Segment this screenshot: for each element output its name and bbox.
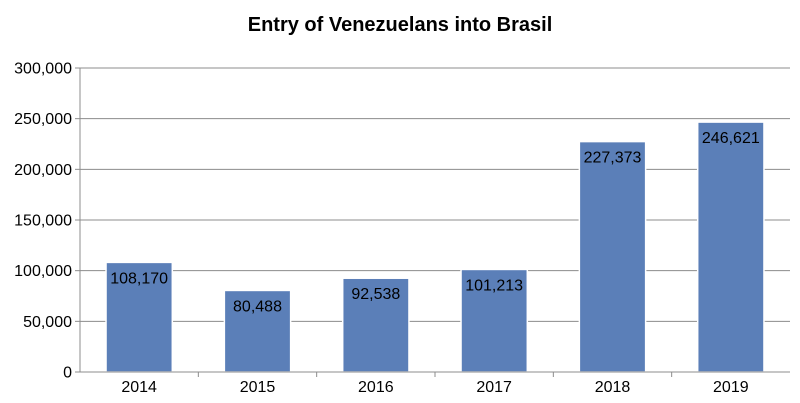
data-label-2016: 92,538 [351, 286, 400, 303]
data-label-2017: 101,213 [465, 277, 523, 294]
x-tick-label-2014: 2014 [121, 379, 157, 396]
bar-2017 [460, 268, 529, 373]
data-label-2014: 108,170 [110, 270, 168, 287]
x-tick-label-2018: 2018 [595, 379, 631, 396]
label-layer: 108,170 80,488 92,538 101,213 227,373 246,621 [110, 130, 760, 315]
axis-layer: 0 50,000 100,000 150,000 200,000 250,000 300,0… [14, 61, 790, 396]
x-tick-label-2015: 2015 [240, 379, 276, 396]
y-tick-label-4: 200,000 [14, 162, 72, 179]
y-tick-label-2: 100,000 [14, 263, 72, 280]
chart-title: Entry of Venezuelans into Brasil [247, 14, 553, 36]
bar-2018 [578, 140, 647, 373]
bar-2019 [696, 121, 765, 373]
data-label-2018: 227,373 [584, 150, 642, 167]
x-tick-label-2016: 2016 [358, 379, 394, 396]
y-tick-label-5: 250,000 [14, 111, 72, 128]
x-tick-label-2019: 2019 [713, 379, 749, 396]
bar-layer [105, 121, 765, 373]
bar-2015 [223, 289, 292, 373]
bar-2016 [341, 277, 410, 373]
grid-layer [80, 67, 790, 322]
y-tick-label-6: 300,000 [14, 61, 72, 78]
data-label-2015: 80,488 [233, 298, 282, 315]
y-tick-label-0: 0 [63, 365, 72, 382]
y-tick-label-3: 150,000 [14, 213, 72, 230]
bar-2014 [105, 261, 174, 373]
y-tick-label-1: 50,000 [23, 314, 72, 331]
data-label-2019: 246,621 [702, 130, 760, 147]
x-tick-label-2017: 2017 [476, 379, 512, 396]
